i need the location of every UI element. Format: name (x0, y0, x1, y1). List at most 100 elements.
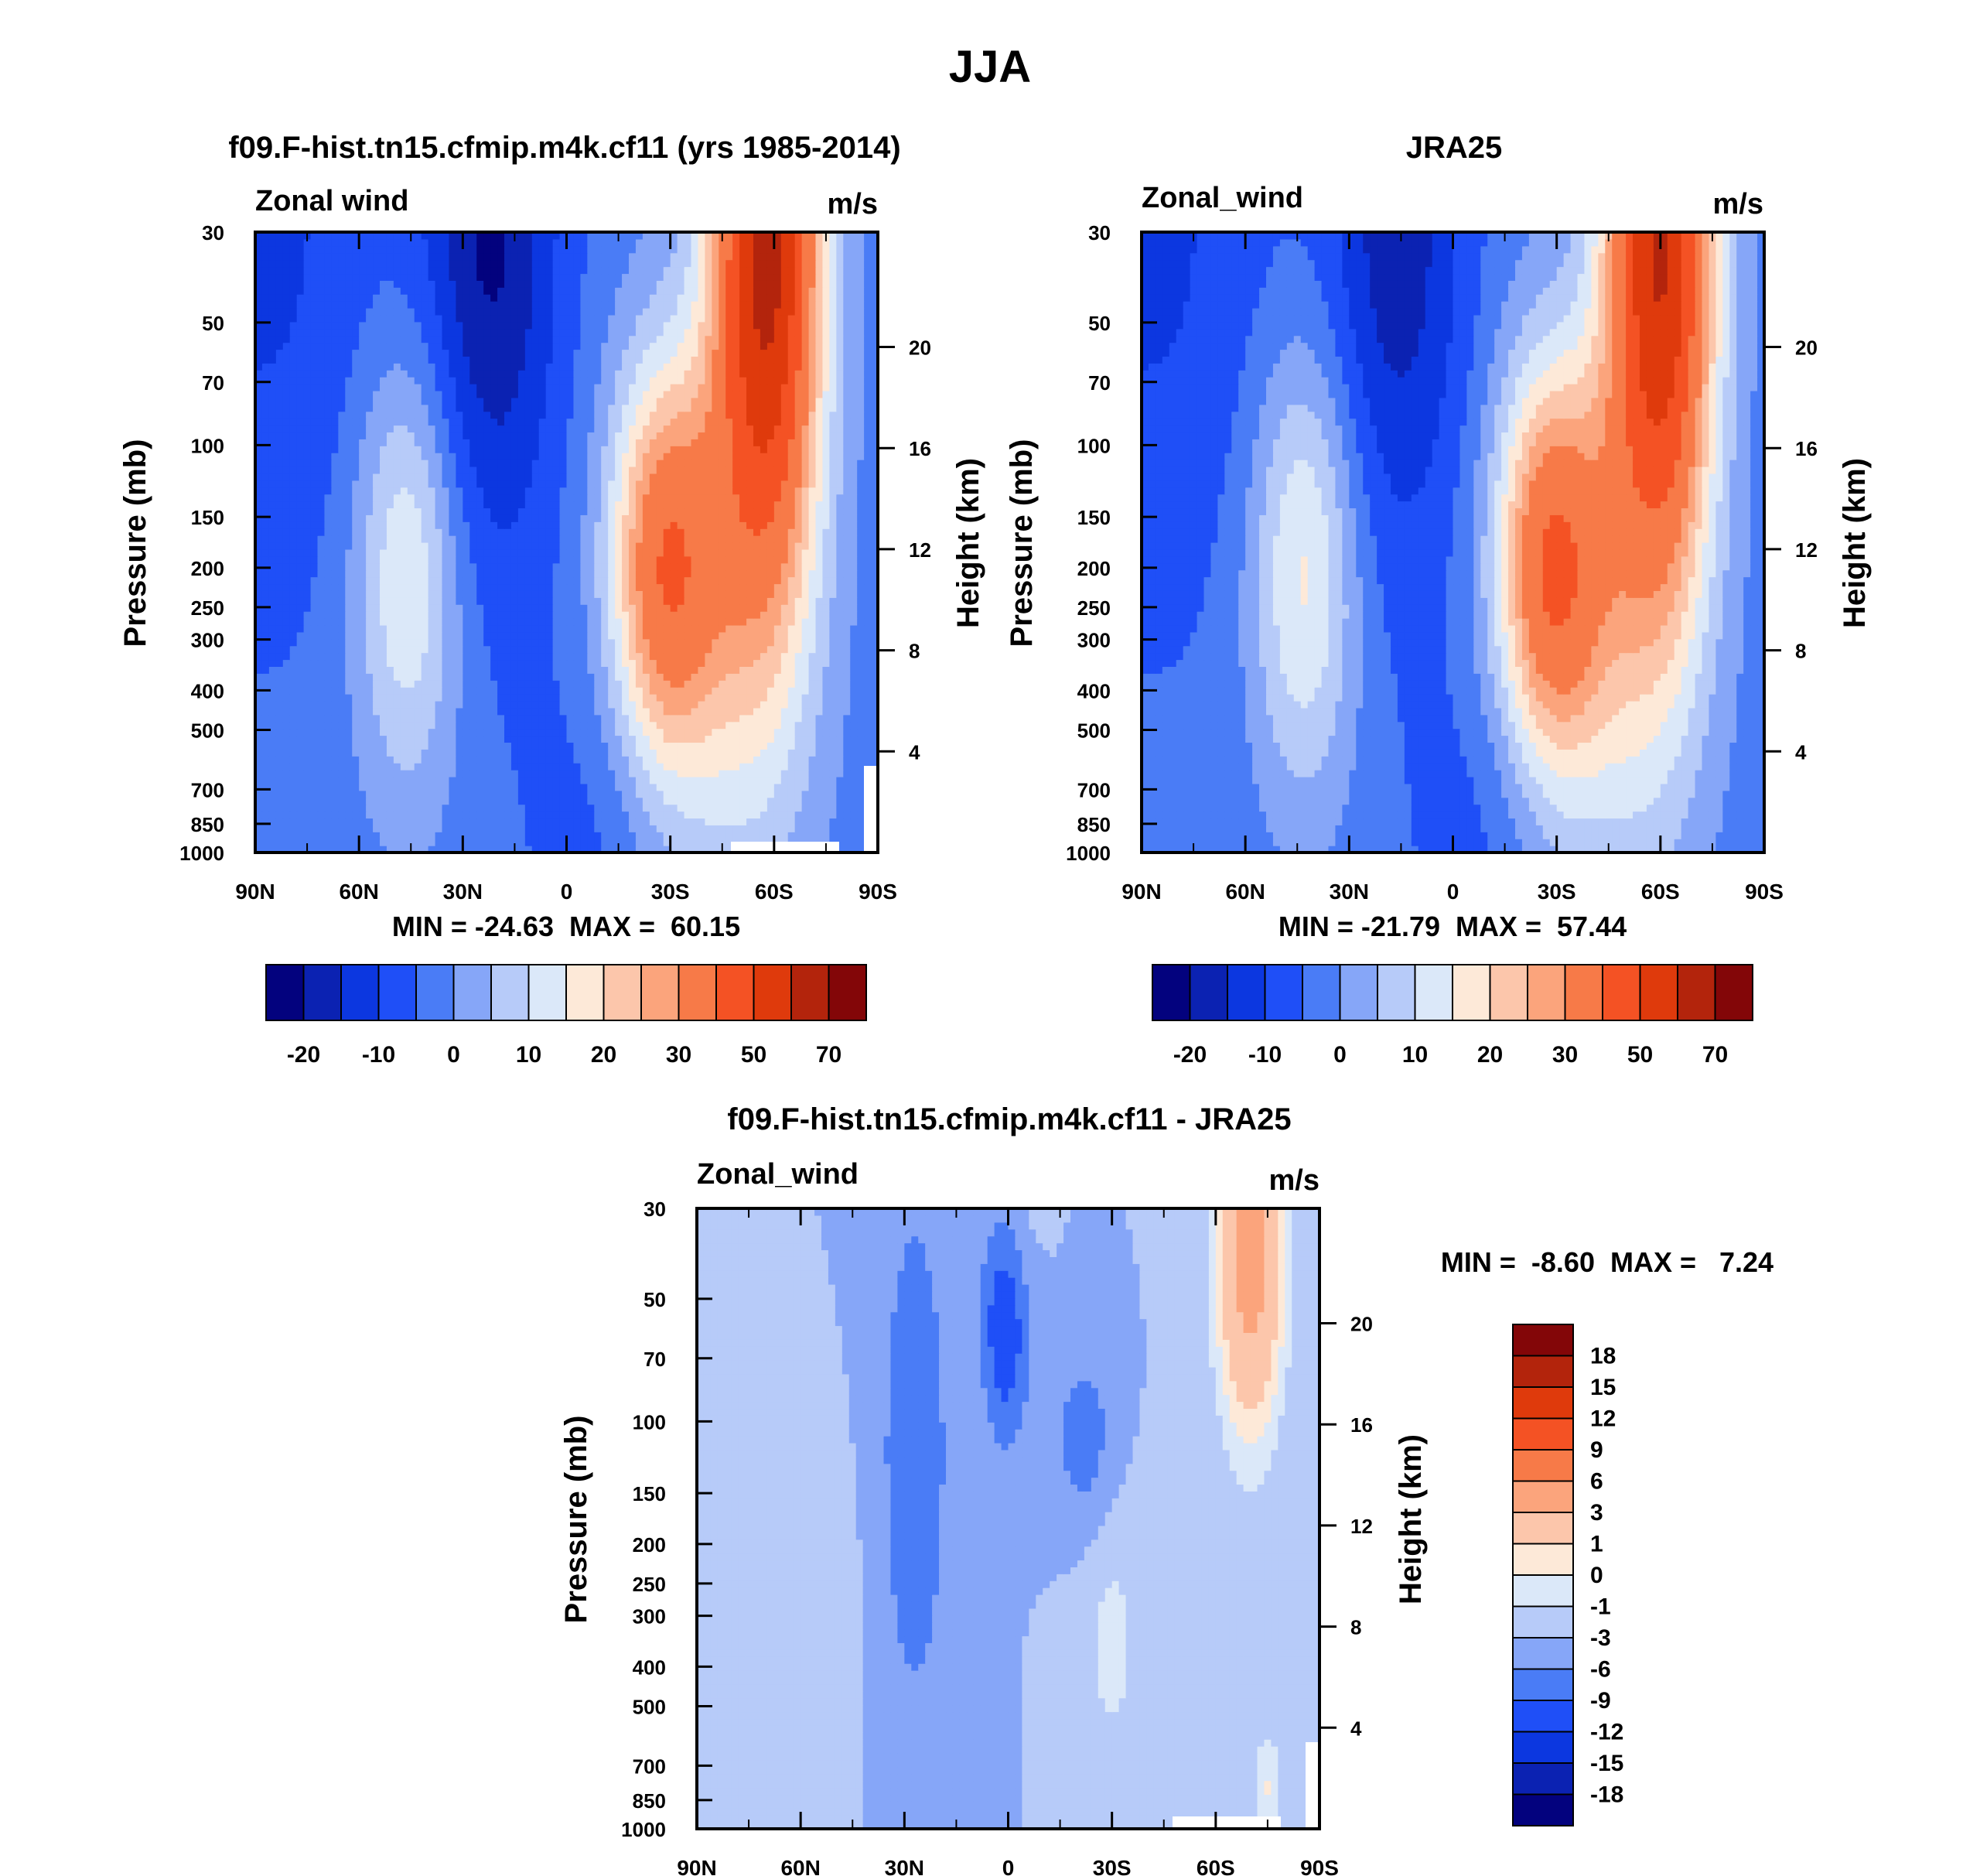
contour-cell (476, 770, 484, 777)
contour-cell (629, 756, 637, 764)
contour-cell (808, 631, 817, 640)
contour-cell (538, 555, 547, 564)
contour-cell (552, 624, 561, 633)
contour-cell (449, 666, 456, 674)
contour-cell (282, 604, 291, 612)
contour-cell (414, 597, 422, 605)
contour-cell (698, 825, 705, 832)
contour-cell (746, 832, 754, 839)
contour-cell (469, 673, 477, 681)
contour-cell (268, 804, 277, 812)
contour-cell (497, 521, 505, 529)
contour-cell (622, 624, 630, 633)
contour-cell (303, 714, 312, 723)
contour-cell (739, 818, 747, 825)
contour-cell (705, 528, 712, 536)
contour-cell (435, 638, 443, 647)
contour-cell (442, 749, 450, 757)
contour-cell (421, 804, 429, 812)
contour-cell (393, 666, 401, 674)
contour-cell (698, 645, 705, 654)
contour-cell (573, 735, 581, 743)
contour-cell (463, 521, 470, 529)
contour-cell (601, 673, 609, 681)
contour-cell (261, 542, 270, 550)
contour-cell (698, 521, 705, 529)
contour-cell (725, 501, 733, 509)
contour-cell (275, 555, 284, 564)
contour-cell (359, 501, 367, 509)
contour-cell (580, 652, 588, 661)
contour-cell (677, 514, 685, 522)
contour-cell (338, 707, 346, 716)
contour-cell (504, 466, 512, 474)
contour-cell (303, 839, 312, 846)
contour-cell (303, 611, 312, 619)
contour-cell (428, 631, 436, 640)
contour-cell (608, 680, 616, 688)
contour-cell (843, 811, 851, 819)
contour-cell (497, 542, 505, 550)
contour-cell (449, 521, 456, 529)
contour-cell (296, 735, 305, 743)
contour-cell (352, 776, 360, 784)
contour-cell (428, 618, 436, 626)
contour-cell (386, 487, 394, 495)
contour-cell (559, 618, 568, 626)
contour-cell (352, 548, 360, 557)
contour-cell (380, 735, 387, 743)
contour-cell (289, 597, 298, 605)
contour-cell (663, 542, 671, 550)
contour-cell (324, 487, 332, 495)
contour-cell (510, 501, 519, 509)
contour-cell (815, 542, 824, 550)
contour-cell (545, 480, 554, 488)
contour-cell (428, 542, 436, 550)
contour-cell (836, 562, 844, 571)
contour-cell (490, 487, 498, 495)
contour-cell (712, 487, 719, 495)
contour-cell (463, 604, 470, 612)
contour-cell (629, 555, 637, 564)
contour-cell (268, 790, 277, 798)
contour-cell (310, 846, 319, 853)
contour-cell (282, 797, 291, 805)
contour-cell (649, 611, 657, 619)
contour-cell (787, 804, 796, 812)
contour-cell (739, 583, 747, 591)
contour-cell (794, 825, 803, 832)
contour-cell (725, 694, 733, 702)
contour-cell (414, 576, 422, 585)
contour-cell (386, 721, 394, 730)
contour-cell (739, 680, 747, 688)
contour-cell (677, 721, 685, 730)
contour-cell (712, 721, 719, 730)
contour-cell (524, 804, 533, 812)
contour-cell (483, 763, 491, 771)
contour-cell (393, 514, 401, 522)
contour-cell (289, 569, 298, 578)
contour-cell (629, 742, 637, 750)
contour-cell (635, 770, 644, 777)
contour-cell (497, 790, 505, 798)
contour-cell (670, 542, 678, 550)
contour-cell (566, 700, 575, 709)
contour-cell (822, 473, 830, 481)
contour-cell (545, 562, 554, 571)
contour-cell (635, 638, 644, 647)
contour-cell (352, 763, 360, 771)
contour-cell (531, 735, 540, 743)
contour-cell (414, 569, 422, 578)
contour-cell (517, 749, 526, 757)
contour-cell (601, 846, 609, 853)
contour-cell (435, 624, 443, 633)
contour-cell (400, 501, 408, 509)
contour-cell (656, 569, 664, 578)
contour-cell (615, 797, 623, 805)
panel-model-units: m/s (828, 188, 878, 220)
contour-field-model (255, 232, 878, 853)
contour-cell (822, 611, 830, 619)
contour-cell (373, 466, 381, 474)
contour-cell (255, 528, 263, 536)
contour-cell (407, 735, 415, 743)
